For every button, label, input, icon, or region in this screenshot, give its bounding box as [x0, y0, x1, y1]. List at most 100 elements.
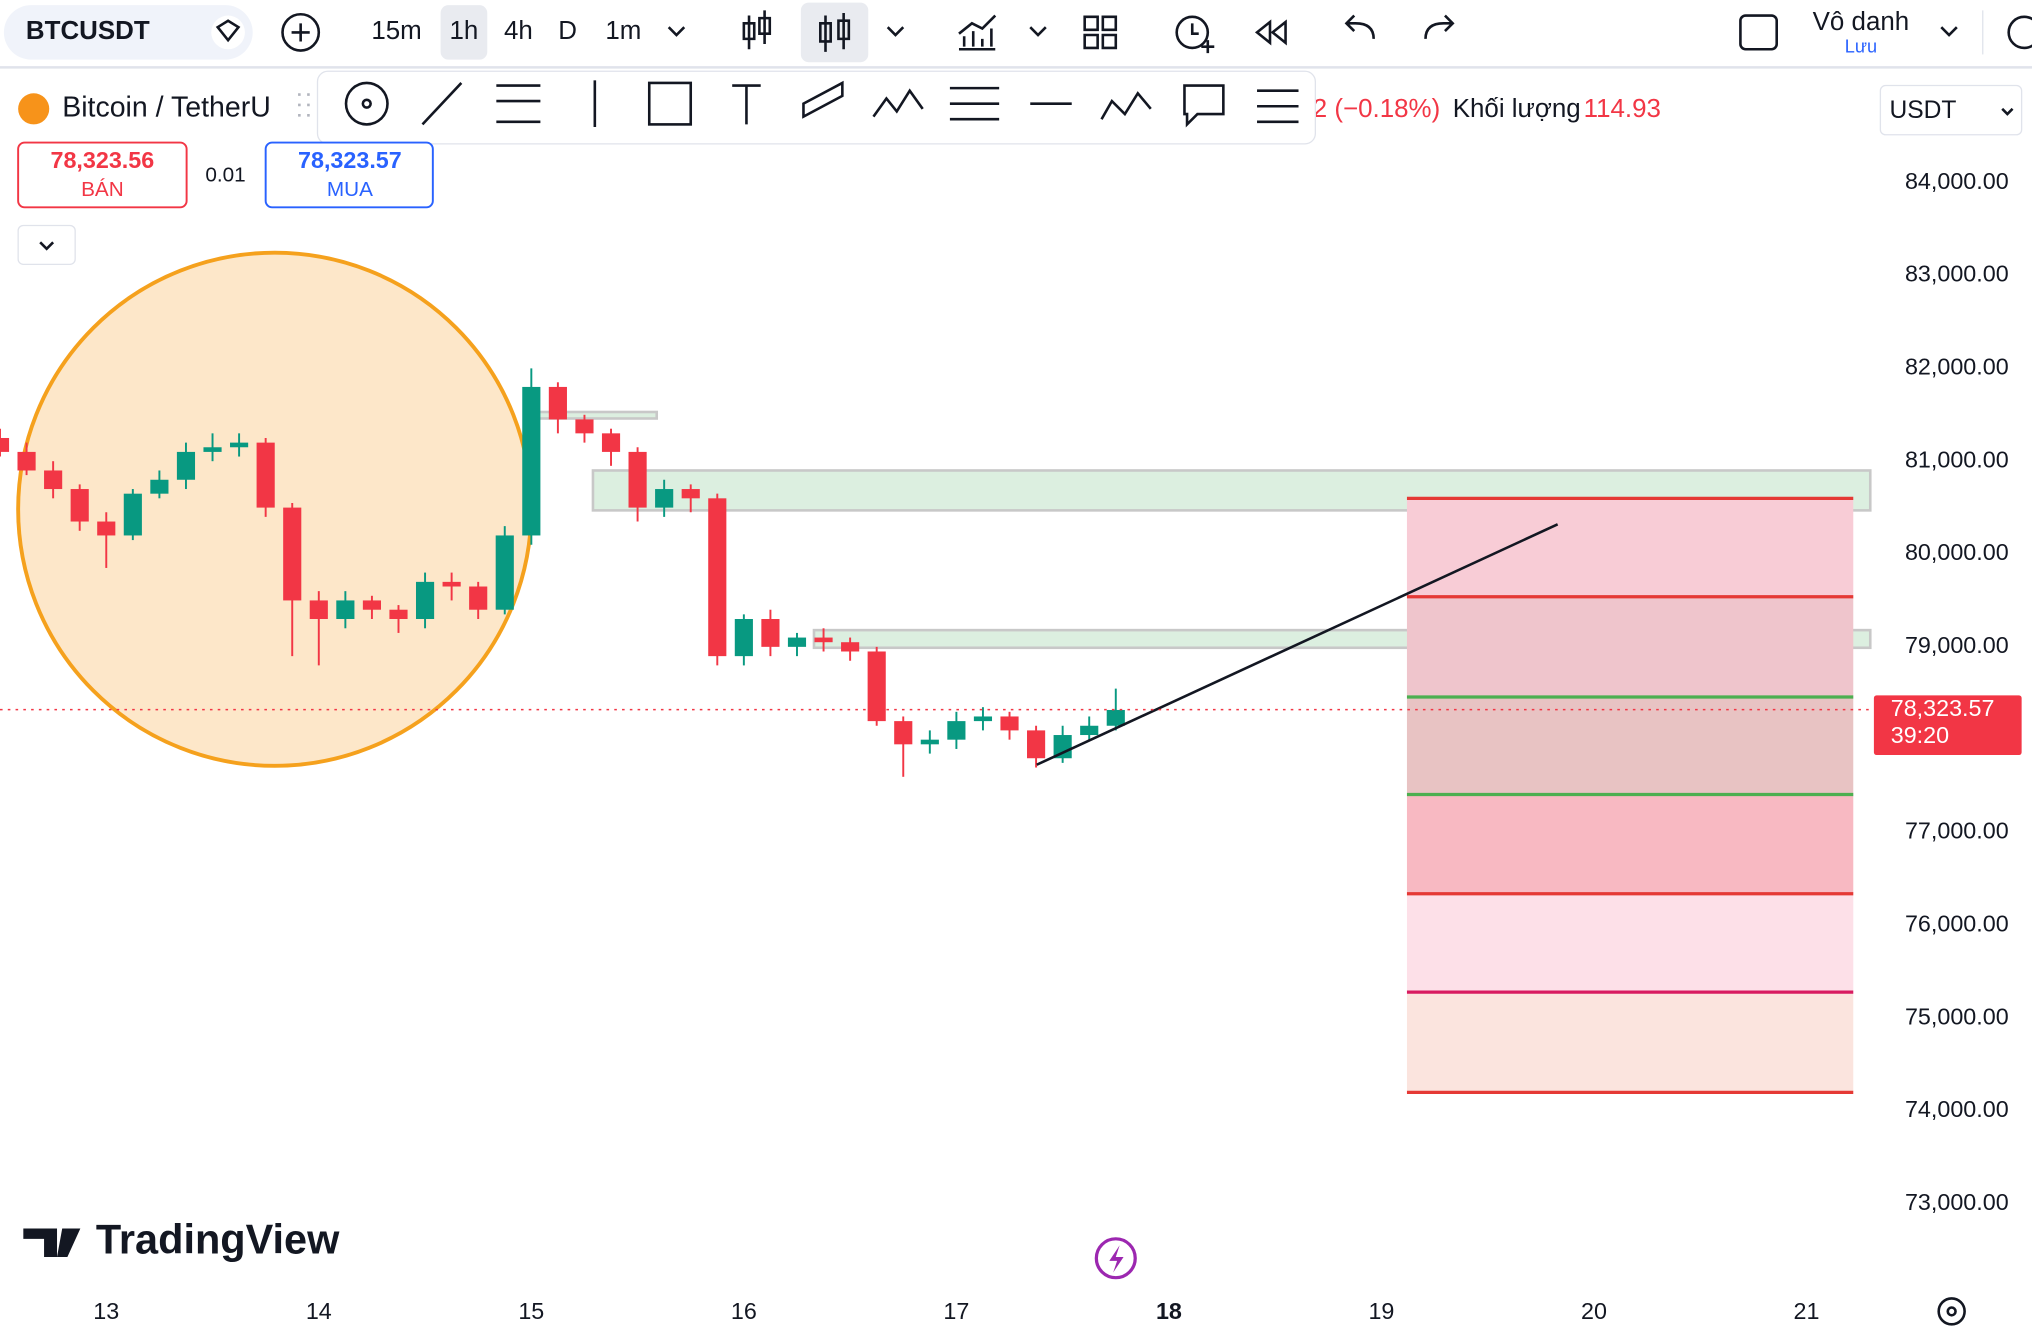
candle-body	[841, 642, 860, 652]
alert-icon[interactable]	[1175, 15, 1210, 50]
candle-body	[1027, 730, 1046, 759]
save-label[interactable]: Lưu	[1845, 37, 1877, 57]
buy-price[interactable]: 78,323.57	[298, 147, 402, 173]
interval[interactable]: 1m	[605, 17, 641, 45]
add-icon[interactable]	[281, 12, 321, 52]
candle-body	[548, 386, 567, 420]
candle-body	[70, 489, 89, 522]
replay-icon[interactable]	[1254, 19, 1287, 46]
candle-body	[947, 721, 966, 740]
sell-button[interactable]	[17, 141, 188, 209]
candle-body	[1000, 716, 1019, 731]
symbol-button[interactable]	[3, 5, 253, 60]
layout-icon[interactable]	[1083, 15, 1118, 50]
undo-icon[interactable]	[1344, 14, 1375, 39]
candle-body	[283, 507, 302, 601]
candle-body	[389, 609, 408, 619]
x-tick-label: 13	[93, 1298, 119, 1324]
y-tick-label: 79,000.00	[1905, 632, 2009, 658]
candle-body	[203, 447, 222, 452]
candle-body	[1080, 725, 1099, 736]
x-tick-label: 18	[1156, 1298, 1182, 1324]
candle-body	[761, 618, 780, 647]
lightning-button[interactable]	[1094, 1237, 1137, 1280]
y-tick-label: 84,000.00	[1905, 168, 2009, 194]
candle-body	[894, 721, 913, 745]
currency[interactable]: USDT	[1889, 97, 1956, 124]
y-tick-label: 74,000.00	[1905, 1096, 2009, 1122]
logo-mark	[23, 1228, 81, 1257]
candle-body	[787, 637, 807, 647]
buy-button[interactable]	[264, 141, 434, 209]
candle-body	[0, 437, 10, 452]
redo-icon[interactable]	[1424, 14, 1455, 39]
y-tick-label: 77,000.00	[1905, 818, 2009, 844]
drawing-toolbar	[316, 70, 1317, 145]
candle-body	[867, 651, 886, 722]
clock-icon[interactable]	[2007, 15, 2032, 50]
highlight-circle	[16, 250, 534, 768]
zone	[523, 410, 659, 420]
candle-body	[1106, 709, 1125, 726]
interval[interactable]: 4h	[504, 17, 533, 45]
candle-body	[97, 521, 116, 536]
sell-price[interactable]: 78,323.56	[51, 147, 155, 173]
diamond-icon	[215, 19, 241, 43]
x-tick-label: 19	[1368, 1298, 1394, 1324]
lightning-icon	[1109, 1245, 1124, 1273]
level-band	[1406, 992, 1854, 1093]
level-band	[1406, 498, 1854, 597]
x-tick-label: 15	[518, 1298, 544, 1324]
axes: 73,000.00 74,000.00 75,000.00 76,000.00 77,0…	[0, 168, 2022, 1324]
candles-selected[interactable]	[800, 2, 869, 63]
collapse-chevron	[39, 241, 55, 251]
settings-dot	[1946, 1306, 1957, 1317]
candle-body	[708, 498, 727, 657]
candle-body	[814, 637, 833, 643]
level-band	[1406, 696, 1854, 795]
candle-body	[123, 493, 142, 536]
candle-body	[336, 600, 355, 619]
y-tick-label: 73,000.00	[1905, 1189, 2009, 1215]
bars-icon[interactable]	[742, 10, 772, 50]
chevron[interactable]	[667, 26, 686, 37]
symbol-icon[interactable]	[211, 15, 245, 50]
alert-plus	[1190, 23, 1215, 54]
account[interactable]: Vô danh	[1813, 8, 1910, 36]
candle-body	[469, 586, 488, 610]
interval[interactable]: 15m	[371, 17, 421, 45]
symbol[interactable]: BTCUSDT	[26, 17, 150, 45]
chevrons[interactable]	[886, 26, 1958, 37]
coin-icon	[18, 93, 50, 125]
x-tick-label: 16	[731, 1298, 757, 1324]
candle-body	[681, 489, 700, 499]
level-band	[1406, 794, 1854, 894]
price-label-box	[1873, 695, 2022, 755]
candle-body	[734, 618, 753, 657]
interval[interactable]: 1h	[450, 17, 479, 45]
candle-body	[17, 451, 36, 471]
x-tick-label: 17	[943, 1298, 969, 1324]
symbol-name: Bitcoin / TetherU	[62, 91, 271, 123]
y-tick-label: 76,000.00	[1905, 910, 2009, 936]
y-tick-label: 82,000.00	[1905, 354, 2009, 380]
settings-icon[interactable]	[1937, 1297, 1966, 1326]
candle-body	[309, 600, 328, 619]
currency-select[interactable]	[1879, 84, 2023, 136]
change: 2 (−0.18%)	[1313, 95, 1440, 123]
collapse-button[interactable]	[17, 224, 76, 265]
save-icon[interactable]	[1739, 14, 1778, 51]
add-plus	[291, 23, 310, 42]
buy-label[interactable]: MUA	[327, 178, 373, 201]
interval-selected	[440, 5, 488, 60]
trend-line	[1036, 523, 1559, 766]
candles-icon	[819, 12, 851, 52]
interval[interactable]: D	[558, 17, 577, 45]
candle-body	[601, 433, 621, 452]
candle-body	[920, 739, 939, 745]
quantity[interactable]: 0.01	[205, 164, 245, 187]
indicators-icon[interactable]	[958, 14, 997, 51]
sell-label[interactable]: BÁN	[81, 178, 124, 201]
